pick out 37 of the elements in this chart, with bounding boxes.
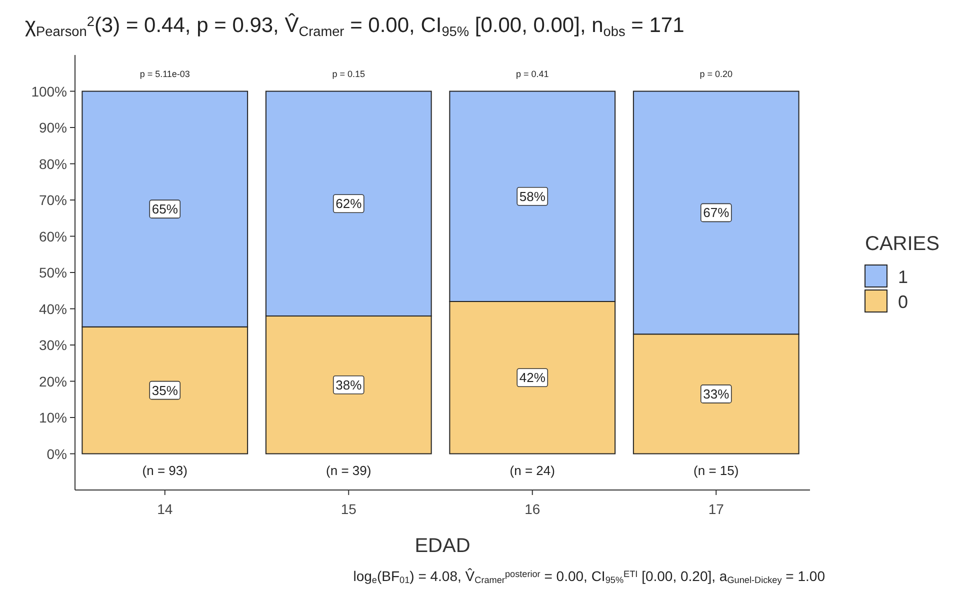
annotation: p = 0.41	[516, 69, 549, 79]
annotation: (n = 93)	[142, 463, 188, 478]
annotation: p = 0.15	[332, 69, 366, 79]
data-label: 33%	[703, 386, 730, 402]
y-tick-label: 40%	[38, 300, 67, 317]
annotation: p = 5.11e-03	[140, 69, 190, 79]
annotation: (n = 24)	[510, 463, 555, 478]
annotation: (n = 39)	[326, 463, 372, 478]
y-tick-label: 70%	[38, 192, 67, 208]
legend-label: 1	[898, 267, 908, 287]
y-tick-label: 90%	[38, 120, 67, 136]
y-tick-label: 60%	[38, 228, 67, 244]
data-label: 38%	[336, 377, 362, 392]
y-tick-label: 20%	[38, 373, 67, 390]
data-label: 42%	[519, 370, 546, 386]
data-label: 65%	[152, 202, 178, 217]
legend-label: 0	[898, 292, 908, 312]
data-label: 35%	[152, 382, 178, 398]
y-tick-label: 80%	[38, 156, 67, 172]
annotation: (n = 15)	[694, 463, 739, 478]
x-axis-title: EDAD	[414, 535, 470, 557]
y-tick-label: 0%	[46, 446, 67, 462]
x-tick-label: 17	[708, 501, 724, 517]
x-tick-label: 16	[524, 501, 540, 517]
y-tick-label: 100%	[31, 83, 67, 100]
chart-title: χ$_{Pearson}$$^{2}$(3) = 0.44, p = 0.93, V̂$_{Cramer}$ = 0.00, CI$_{95%}$ [0.00, 0.00], n$_{obs}$ = 171	[25, 14, 684, 38]
data-label: 67%	[703, 205, 730, 220]
x-tick-label: 14	[157, 501, 173, 517]
x-tick-label: 15	[340, 501, 357, 517]
y-tick-label: 30%	[38, 337, 67, 353]
y-tick-label: 50%	[38, 264, 67, 280]
data-label: 58%	[519, 188, 546, 204]
legend-title: CARIES	[865, 233, 940, 255]
text: log$_{e}$(BF$_{01}$) = 4.08, V̂$_{Cramer}$$^{posterior}$ = 0.00, CI$_{95%}$$^{ETI}$ [0.00, 0.20], a$_{Gunel-Dickey}$ = 1.00	[353, 568, 825, 586]
annotation: p = 0.20	[700, 69, 733, 79]
data-label: 62%	[336, 196, 362, 212]
y-tick-label: 10%	[38, 410, 67, 426]
